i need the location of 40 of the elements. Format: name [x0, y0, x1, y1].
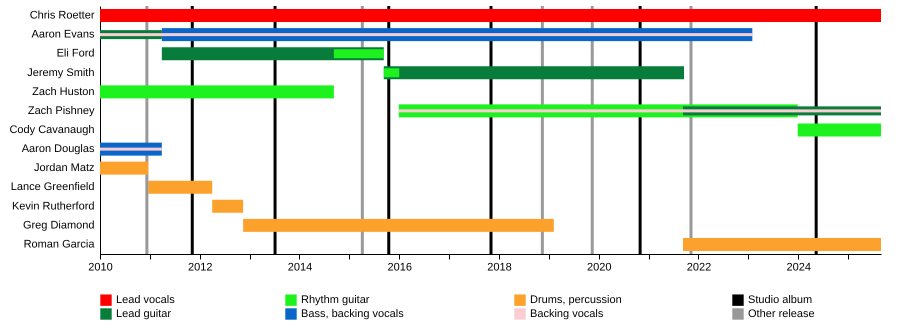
bar: [148, 180, 212, 194]
y-tick-label: Eli Ford: [56, 48, 94, 60]
bar: [100, 162, 148, 175]
y-tick-label: Jordan Matz: [34, 162, 94, 174]
bar: [683, 238, 881, 251]
legend-label: Other release: [748, 308, 815, 320]
bar: [100, 33, 752, 36]
y-tick-label: Chris Roetter: [30, 10, 95, 22]
x-tick-label: 2018: [487, 262, 512, 274]
x-tick-label: 2014: [288, 262, 312, 274]
y-tick-label: Lance Greenfield: [10, 181, 94, 194]
y-tick-label: Zach Pishney: [28, 104, 95, 117]
y-tick-label: Kevin Rutherford: [12, 200, 94, 212]
x-tick-label: 2022: [686, 262, 712, 274]
y-tick-label: Zach Huston: [32, 86, 94, 98]
legend-label: Lead guitar: [116, 308, 172, 320]
y-tick-label: Aaron Evans: [32, 28, 95, 41]
bar: [100, 148, 162, 151]
x-tick-label: 2020: [586, 262, 612, 274]
bar: [100, 9, 881, 22]
y-tick-label: Cody Cavanaugh: [9, 124, 94, 136]
bar: [100, 85, 334, 98]
legend-label: Lead vocals: [116, 294, 176, 306]
x-tick-label: 2024: [786, 262, 811, 274]
legend-label: Bass, backing vocals: [301, 308, 404, 320]
bar: [212, 200, 244, 213]
legend-label: Backing vocals: [530, 308, 604, 320]
legend-label: Studio album: [748, 294, 812, 306]
x-tick-label: 2016: [387, 262, 412, 274]
x-tick-label: 2012: [188, 262, 212, 274]
x-tick-label: 2010: [88, 262, 113, 274]
y-tick-label: Greg Diamond: [22, 219, 94, 232]
bar: [398, 109, 881, 112]
y-tick-label: Jeremy Smith: [27, 66, 94, 79]
y-tick-label: Aaron Douglas: [22, 143, 95, 156]
y-tick-label: Roman Garcia: [24, 238, 96, 250]
bar: [243, 218, 554, 232]
legend-label: Drums, percussion: [530, 294, 622, 306]
legend-label: Rhythm guitar: [301, 294, 370, 306]
bar: [798, 124, 881, 136]
